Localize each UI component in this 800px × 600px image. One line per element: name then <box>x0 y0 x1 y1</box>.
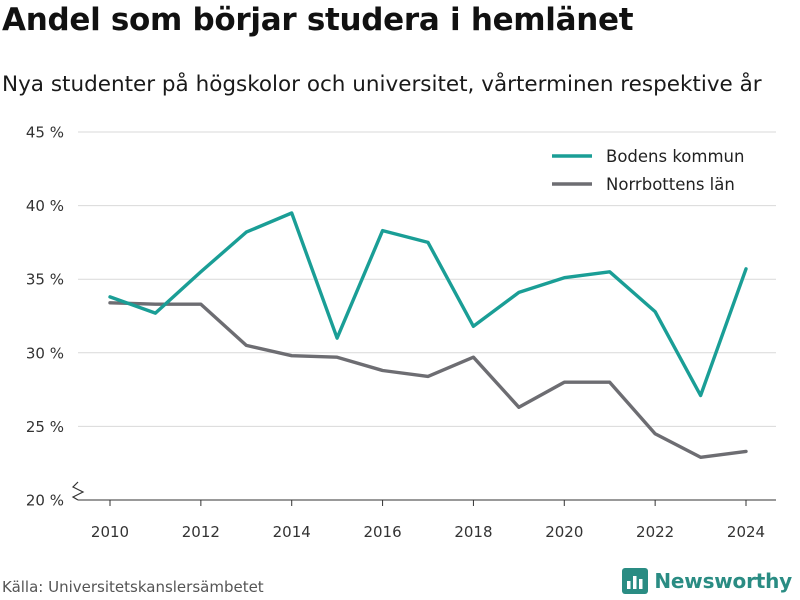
x-tick-label: 2024 <box>727 523 765 541</box>
series-line-norrbottens-län <box>108 301 748 459</box>
x-axis: 2010 2012 2014 2016 2018 2020 2022 2024 <box>91 500 765 541</box>
axis-break-mark <box>71 481 85 501</box>
y-tick-label: 35 % <box>26 271 64 289</box>
chart-title: Andel som börjar studera i hemlänet <box>2 2 634 38</box>
x-tick-label: 2010 <box>91 523 129 541</box>
y-tick-label: 20 % <box>26 492 64 510</box>
series-line-bodens-kommun <box>108 211 748 398</box>
y-tick-label: 40 % <box>26 197 64 215</box>
bar-chart-logo-icon <box>622 568 649 594</box>
brand-name: Newsworthy <box>654 569 792 593</box>
gridlines <box>78 131 776 501</box>
source-note: Källa: Universitetskanslersämbetet <box>2 578 264 596</box>
x-tick-label: 2018 <box>454 523 492 541</box>
x-tick-label: 2022 <box>636 523 674 541</box>
x-tick-label: 2016 <box>363 523 401 541</box>
legend-label: Bodens kommun <box>606 147 744 166</box>
brand[interactable]: Newsworthy <box>622 568 792 594</box>
legend: Bodens kommun Norrbottens län <box>552 147 744 194</box>
x-tick-label: 2012 <box>182 523 220 541</box>
y-tick-label: 25 % <box>26 418 64 436</box>
x-tick-label: 2020 <box>545 523 583 541</box>
x-tick-label: 2014 <box>273 523 311 541</box>
legend-label: Norrbottens län <box>606 175 735 194</box>
y-tick-label: 45 % <box>26 124 64 142</box>
y-tick-label: 30 % <box>26 344 64 362</box>
chart-subtitle: Nya studenter på högskolor och universit… <box>2 72 762 97</box>
series-lines <box>108 211 748 459</box>
y-axis: 20 % 25 % 30 % 35 % 40 % 45 % <box>26 124 85 510</box>
